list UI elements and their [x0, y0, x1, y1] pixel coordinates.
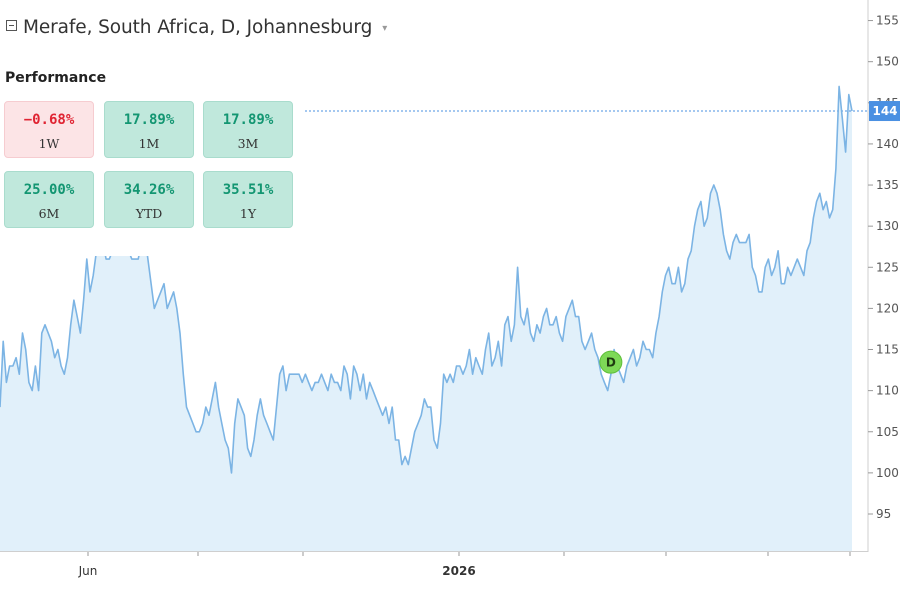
dividend-marker [599, 350, 623, 374]
perf-period: 6M [38, 206, 60, 221]
chart-header: Merafe, South Africa, D, Johannesburg ▾ [6, 17, 387, 38]
chart-title: Merafe, South Africa, D, Johannesburg [23, 17, 373, 38]
chevron-down-icon[interactable]: ▾ [382, 23, 388, 34]
y-tick-label: 95 [876, 507, 891, 521]
perf-tile-6m[interactable]: 25.00% 6M [4, 171, 94, 228]
perf-value: 25.00% [23, 182, 75, 198]
perf-period: YTD [135, 206, 163, 221]
perf-tile-1m[interactable]: 17.89% 1M [104, 101, 194, 158]
dividend-marker-label: D [606, 356, 616, 370]
perf-period: 1W [38, 136, 60, 151]
performance-heading: Performance [5, 70, 107, 86]
perf-tile-ytd[interactable]: 34.26% YTD [104, 171, 194, 228]
y-tick-label: 125 [876, 260, 899, 274]
last-price-badge [869, 101, 900, 122]
perf-tile-3m[interactable]: 17.89% 3M [203, 101, 293, 158]
perf-value: −0.68% [23, 112, 75, 128]
collapse-icon[interactable] [6, 20, 17, 31]
perf-period: 1Y [239, 206, 257, 221]
y-tick-label: 100 [876, 466, 899, 480]
y-tick-label: 150 [876, 55, 899, 69]
y-tick-label: 115 [876, 343, 899, 357]
y-tick-label: 130 [876, 219, 899, 233]
perf-value: 34.26% [123, 182, 175, 198]
perf-value: 17.89% [222, 112, 274, 128]
y-tick-label: 140 [876, 137, 899, 151]
y-tick-label: 120 [876, 301, 899, 315]
y-tick-label: 155 [876, 14, 899, 28]
y-tick-label: 135 [876, 178, 899, 192]
perf-period: 1M [138, 136, 160, 151]
last-price-label: 144 [872, 104, 897, 118]
y-tick-label: 110 [876, 384, 899, 398]
price-area [0, 86, 852, 552]
y-tick-label: 105 [876, 425, 899, 439]
x-tick-label: Jun [78, 564, 98, 578]
perf-period: 3M [237, 136, 259, 151]
perf-value: 17.89% [123, 112, 175, 128]
perf-tile-1y[interactable]: 35.51% 1Y [203, 171, 293, 228]
perf-value: 35.51% [222, 182, 274, 198]
perf-tile-1w[interactable]: −0.68% 1W [4, 101, 94, 158]
x-tick-label: 2026 [442, 564, 475, 578]
